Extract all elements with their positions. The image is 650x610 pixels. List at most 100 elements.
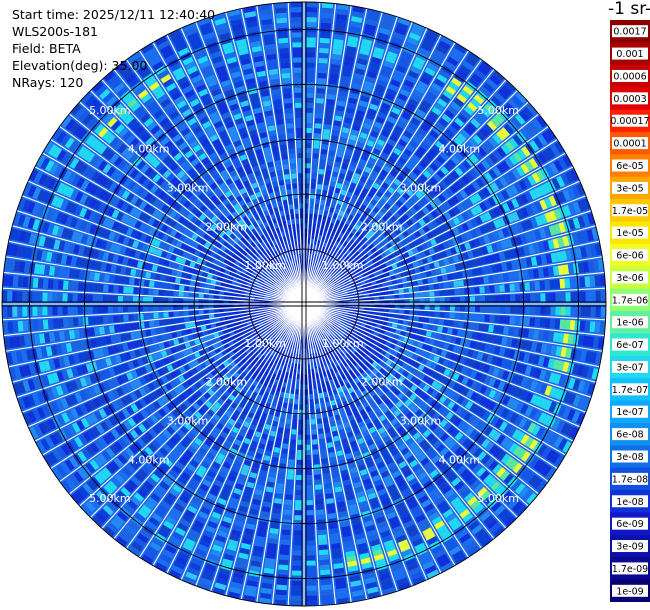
range-bin <box>422 366 430 374</box>
range-bin <box>320 377 325 383</box>
range-bin <box>305 454 311 461</box>
range-bin <box>285 340 290 347</box>
range-bin <box>455 406 464 416</box>
range-bin <box>305 550 316 556</box>
range-bin <box>384 422 392 430</box>
range-bin <box>217 572 229 581</box>
range-bin <box>236 478 246 486</box>
range-bin <box>352 384 359 391</box>
range-bin <box>320 579 332 586</box>
range-bin <box>345 452 353 460</box>
range-bin <box>371 375 379 382</box>
range-bin <box>426 507 437 517</box>
range-bin <box>77 317 84 326</box>
range-bin <box>484 494 495 505</box>
range-bin <box>169 276 176 283</box>
range-bin <box>547 358 555 369</box>
range-bin <box>542 414 552 426</box>
range-bin <box>306 595 318 601</box>
range-bin <box>469 340 477 349</box>
range-bin <box>22 276 29 288</box>
range-bin <box>160 274 166 281</box>
range-bin <box>72 317 79 327</box>
range-bin <box>391 323 398 329</box>
range-bin <box>374 386 381 394</box>
range-bin <box>549 318 556 329</box>
range-bin <box>431 347 438 354</box>
range-bin <box>247 450 255 457</box>
range-bin <box>296 333 300 339</box>
range-bin <box>292 419 298 425</box>
range-bin <box>195 469 205 478</box>
range-bin <box>249 565 261 573</box>
range-bin <box>374 308 380 312</box>
range-bin <box>77 293 83 303</box>
range-bin <box>496 434 506 445</box>
range-bin <box>236 434 244 442</box>
range-bin <box>450 336 457 344</box>
range-bin <box>516 375 524 386</box>
range-bin <box>320 321 326 327</box>
range-bin <box>334 320 340 324</box>
range-bin <box>173 318 180 324</box>
range-bin <box>399 543 411 553</box>
range-bin <box>444 312 450 319</box>
range-bin <box>420 556 433 566</box>
range-bin <box>271 356 277 363</box>
range-bin <box>376 337 382 343</box>
range-bin <box>515 362 523 373</box>
range-bin <box>380 431 388 439</box>
range-bin <box>382 335 389 341</box>
range-bin <box>395 329 402 335</box>
range-bin <box>155 562 168 572</box>
range-bin <box>187 482 197 491</box>
range-bin <box>423 503 434 513</box>
range-bin <box>299 394 304 400</box>
range-bin <box>123 314 129 322</box>
range-bin <box>469 313 475 321</box>
range-bin <box>471 417 481 427</box>
range-bin <box>272 420 278 427</box>
range-bin <box>398 460 407 469</box>
range-bin <box>386 322 393 327</box>
range-bin <box>459 313 465 320</box>
range-bin <box>388 355 396 361</box>
range-bin <box>251 419 258 426</box>
range-bin <box>313 347 317 354</box>
range-bin <box>380 394 388 402</box>
range-bin <box>187 567 200 576</box>
range-bin <box>389 362 397 369</box>
range-bin <box>473 406 482 416</box>
range-bin <box>488 389 497 399</box>
range-bin <box>474 305 481 312</box>
range-bin <box>490 501 502 512</box>
range-bin <box>403 349 410 356</box>
range-bin <box>390 448 399 456</box>
range-bin <box>345 382 352 389</box>
range-bin <box>447 327 453 335</box>
range-bin <box>288 331 292 337</box>
range-bin <box>298 354 301 360</box>
range-bin <box>128 277 135 285</box>
range-bin <box>328 518 337 525</box>
range-bin <box>341 385 347 392</box>
range-bin <box>322 463 329 470</box>
range-bin <box>324 349 329 355</box>
range-bin <box>288 454 295 460</box>
range-bin <box>441 465 451 476</box>
range-bin <box>473 503 485 514</box>
range-bin <box>322 468 330 475</box>
range-bin <box>397 539 409 548</box>
range-bin <box>557 405 567 417</box>
range-bin <box>570 306 576 317</box>
range-bin <box>397 360 404 367</box>
range-bin <box>536 426 546 439</box>
range-bin <box>459 409 468 419</box>
range-bin <box>316 514 325 521</box>
range-bin <box>250 560 262 568</box>
range-bin <box>331 316 337 320</box>
range-bin <box>316 331 320 337</box>
range-bin <box>322 386 327 393</box>
range-bin <box>529 317 536 327</box>
range-bin <box>252 435 260 443</box>
